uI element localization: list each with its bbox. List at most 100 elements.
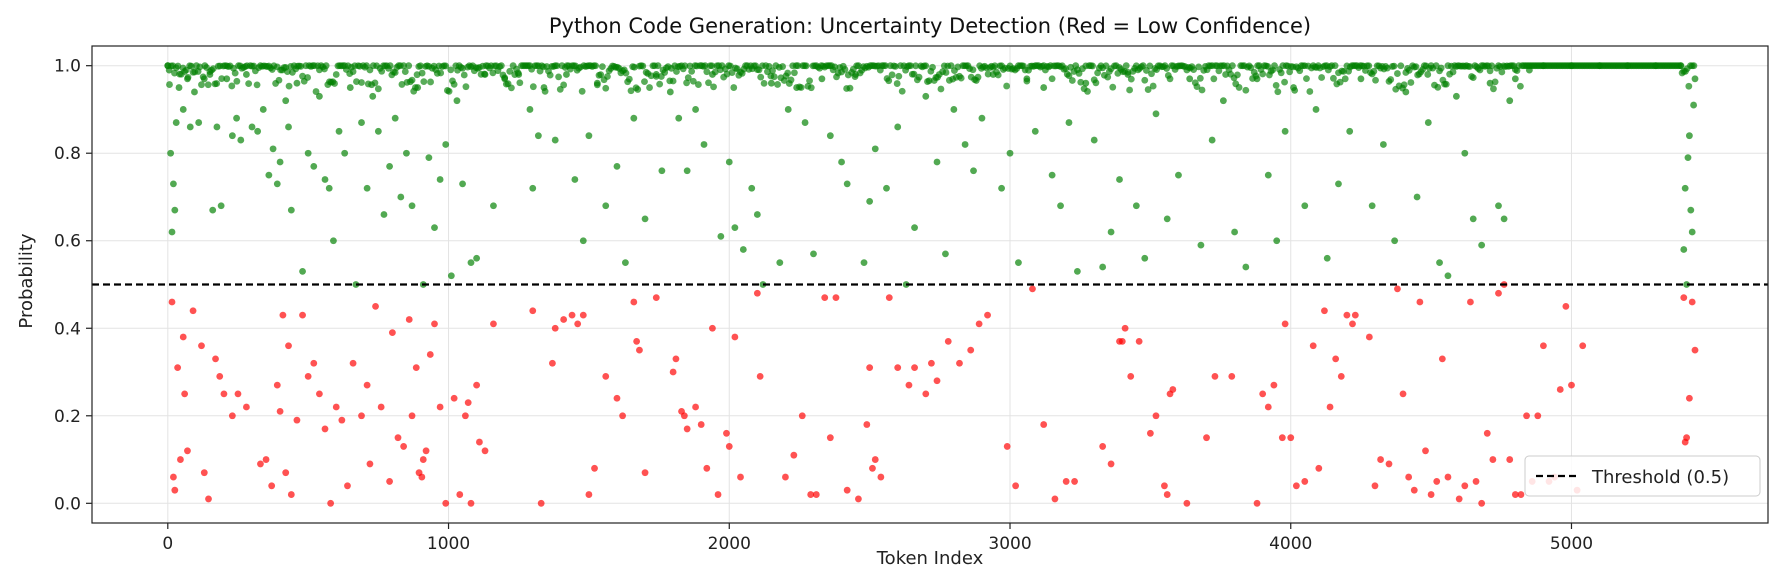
point-dense — [774, 81, 781, 88]
point-dense — [1372, 76, 1379, 84]
point-dense — [560, 81, 568, 89]
point-dense — [1242, 86, 1250, 94]
point-0-72 — [534, 132, 542, 140]
point-dense — [1259, 70, 1267, 78]
point-1-162 — [1315, 464, 1323, 472]
point-1-133 — [1062, 478, 1070, 485]
point-0-122 — [961, 141, 969, 148]
point-0-37 — [315, 92, 323, 100]
point-0-196 — [1691, 75, 1699, 83]
point-1-180 — [1427, 491, 1435, 498]
point-1-185 — [1461, 482, 1469, 490]
point-0-180 — [1511, 75, 1519, 83]
point-1-178 — [1416, 298, 1424, 306]
point-0-149 — [1208, 136, 1216, 144]
point-0-71 — [529, 184, 537, 192]
point-1-140 — [1127, 372, 1135, 380]
y-tick-label-1: 0.2 — [54, 407, 81, 427]
point-0-115 — [894, 123, 902, 131]
point-0-195 — [1690, 101, 1698, 109]
point-0-88 — [675, 114, 683, 122]
point-dense — [374, 85, 382, 93]
point-dense — [641, 78, 648, 86]
point-dense — [947, 62, 955, 70]
point-dense — [1210, 75, 1218, 83]
point-0-127 — [1006, 149, 1014, 157]
point-1-141 — [1135, 337, 1143, 345]
point-0-67 — [490, 202, 497, 210]
point-0-106 — [818, 75, 826, 83]
point-0-97 — [748, 184, 756, 192]
point-dense — [1400, 81, 1408, 89]
point-1-14 — [220, 390, 228, 398]
point-1-170 — [1365, 333, 1373, 341]
point-0-84 — [641, 215, 649, 223]
point-0-80 — [602, 202, 610, 210]
point-dense — [1084, 88, 1091, 95]
point-1-179 — [1422, 447, 1429, 455]
point-dense — [1141, 76, 1149, 84]
point-1-127 — [984, 311, 991, 319]
point-1-20 — [268, 482, 276, 490]
point-dense — [634, 86, 642, 93]
point-0-151 — [1231, 228, 1238, 236]
point-0-34 — [299, 267, 306, 275]
point-1-186 — [1467, 298, 1474, 306]
point-1-63 — [473, 381, 481, 389]
point-dense — [1466, 63, 1474, 70]
point-1-154 — [1264, 403, 1272, 411]
point-1-147 — [1169, 386, 1177, 393]
point-0-157 — [1290, 84, 1297, 91]
point-0-188 — [1680, 246, 1688, 253]
point-1-27 — [293, 416, 301, 424]
point-1-51 — [418, 473, 426, 481]
point-1-155 — [1270, 381, 1278, 389]
point-dense — [684, 74, 692, 82]
point-dense — [1272, 81, 1280, 89]
point-dense — [1149, 82, 1157, 90]
point-0-167 — [1402, 88, 1410, 96]
point-dense — [681, 62, 689, 70]
point-1-10 — [200, 469, 208, 477]
point-0-70 — [526, 106, 534, 113]
point-0-85 — [652, 71, 660, 78]
point-dense — [656, 80, 664, 88]
point-1-151 — [1228, 372, 1236, 380]
point-dense — [1048, 75, 1056, 83]
point-1-193 — [1506, 456, 1514, 463]
point-1-69 — [549, 359, 556, 367]
point-0-120 — [942, 250, 949, 258]
point-dense — [974, 73, 982, 81]
point-0-159 — [1312, 106, 1320, 113]
point-0-82 — [622, 259, 629, 267]
point-1-83 — [641, 469, 649, 477]
point-1-23 — [279, 311, 287, 319]
y-tick-label-3: 0.6 — [54, 232, 81, 252]
point-0-42 — [341, 149, 349, 157]
point-0-108 — [838, 158, 845, 166]
point-dense — [408, 76, 416, 84]
point-0-47 — [369, 92, 377, 100]
point-1-60 — [461, 412, 469, 420]
point-1-12 — [212, 355, 219, 363]
point-0-55 — [414, 84, 422, 91]
point-0-43 — [346, 84, 354, 91]
point-dense — [791, 69, 798, 77]
point-0-94 — [725, 158, 733, 166]
point-0-191 — [1684, 154, 1692, 161]
point-dense — [1144, 86, 1152, 93]
point-dense — [1488, 62, 1496, 70]
point-1-19 — [262, 456, 270, 463]
point-dense — [929, 63, 936, 71]
point-0-118 — [922, 92, 930, 100]
point-dense — [1437, 64, 1445, 72]
point-1-98 — [737, 473, 744, 481]
point-0-57 — [425, 154, 433, 161]
point-1-2 — [171, 486, 179, 494]
x-tick-label-1: 1000 — [427, 534, 470, 554]
point-dense — [171, 69, 178, 77]
point-dense — [418, 69, 426, 77]
point-0-58 — [431, 224, 438, 232]
point-dense — [705, 79, 712, 87]
point-0-59 — [436, 176, 444, 183]
